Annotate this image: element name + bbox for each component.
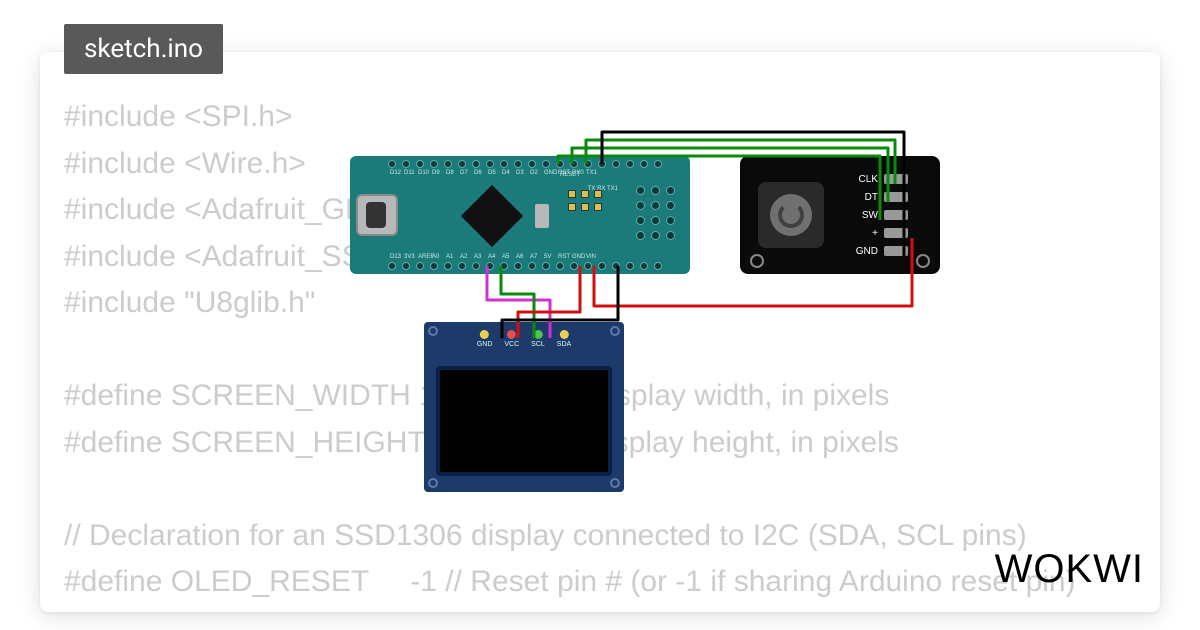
pin-label: D9 <box>432 170 440 176</box>
circuit-diagram: RESET TX RX TX1 D12D11D10D9D8D7D6D5D4D3D… <box>350 130 970 510</box>
rotary-encoder-module: CLKDTSW+GND <box>740 156 940 274</box>
encoder-pin: + <box>850 224 940 242</box>
oled-screen <box>436 366 612 476</box>
mount-hole <box>916 254 930 268</box>
pin-label: D12 <box>390 170 401 176</box>
pin-label: A4 <box>488 254 495 260</box>
oled-pin: SDA <box>557 330 571 348</box>
mount-hole <box>610 326 620 336</box>
reset-button <box>535 204 549 228</box>
silk-label: TX RX TX1 <box>588 186 618 192</box>
file-tab[interactable]: sketch.ino <box>64 24 223 74</box>
encoder-pin: DT <box>850 188 940 206</box>
pin-label: A1 <box>446 254 453 260</box>
proto-holes <box>636 186 678 243</box>
preview-card: #include <SPI.h> #include <Wire.h> #incl… <box>40 52 1160 612</box>
pin-label: D13 <box>390 254 401 260</box>
encoder-pin: CLK <box>850 170 940 188</box>
pin-label: A2 <box>460 254 467 260</box>
pin-label: D7 <box>460 170 468 176</box>
pin-label: 3V3 <box>404 254 415 260</box>
pin-label: A6 <box>516 254 523 260</box>
encoder-pin: SW <box>850 206 940 224</box>
mount-hole <box>610 478 620 488</box>
mount-hole <box>750 254 764 268</box>
mcu-chip <box>461 185 523 247</box>
pin-label: GND <box>572 254 585 260</box>
pin-label: D11 <box>404 170 415 176</box>
pin-label: D6 <box>474 170 482 176</box>
pin-label: GND <box>544 170 557 176</box>
pin-label: 5V <box>544 254 551 260</box>
pin-header-top <box>388 160 662 168</box>
encoder-knob <box>770 194 812 236</box>
wokwi-logo: WOKWI <box>995 547 1144 592</box>
pin-label: A0 <box>432 254 439 260</box>
pin-label: D4 <box>502 170 510 176</box>
pin-label: TX1 <box>586 170 597 176</box>
oled-pin: VCC <box>504 330 519 348</box>
oled-display-module: GND VCC SCL SDA <box>424 322 624 492</box>
pin-label: RST <box>558 170 570 176</box>
pin-label: D10 <box>418 170 429 176</box>
pin-label: A7 <box>530 254 537 260</box>
pin-label: VIN <box>586 254 596 260</box>
pin-label: A3 <box>474 254 481 260</box>
oled-pin: GND <box>477 330 493 348</box>
usb-port <box>356 194 398 236</box>
status-leds <box>568 190 604 226</box>
pin-label: D8 <box>446 170 454 176</box>
pin-label: D2 <box>530 170 538 176</box>
file-tab-label: sketch.ino <box>84 34 203 64</box>
pin-label: RX0 <box>572 170 584 176</box>
mount-hole <box>428 326 438 336</box>
encoder-pin-header: CLKDTSW+GND <box>850 170 940 260</box>
oled-pin: SCL <box>531 330 545 348</box>
pin-header-bottom <box>388 262 662 270</box>
arduino-nano-board: RESET TX RX TX1 D12D11D10D9D8D7D6D5D4D3D… <box>350 156 690 274</box>
pin-label: D3 <box>516 170 524 176</box>
oled-pin-header: GND VCC SCL SDA <box>477 330 571 348</box>
mount-hole <box>428 478 438 488</box>
pin-label: A5 <box>502 254 509 260</box>
pin-label: D5 <box>488 170 496 176</box>
pin-label: RST <box>558 254 570 260</box>
